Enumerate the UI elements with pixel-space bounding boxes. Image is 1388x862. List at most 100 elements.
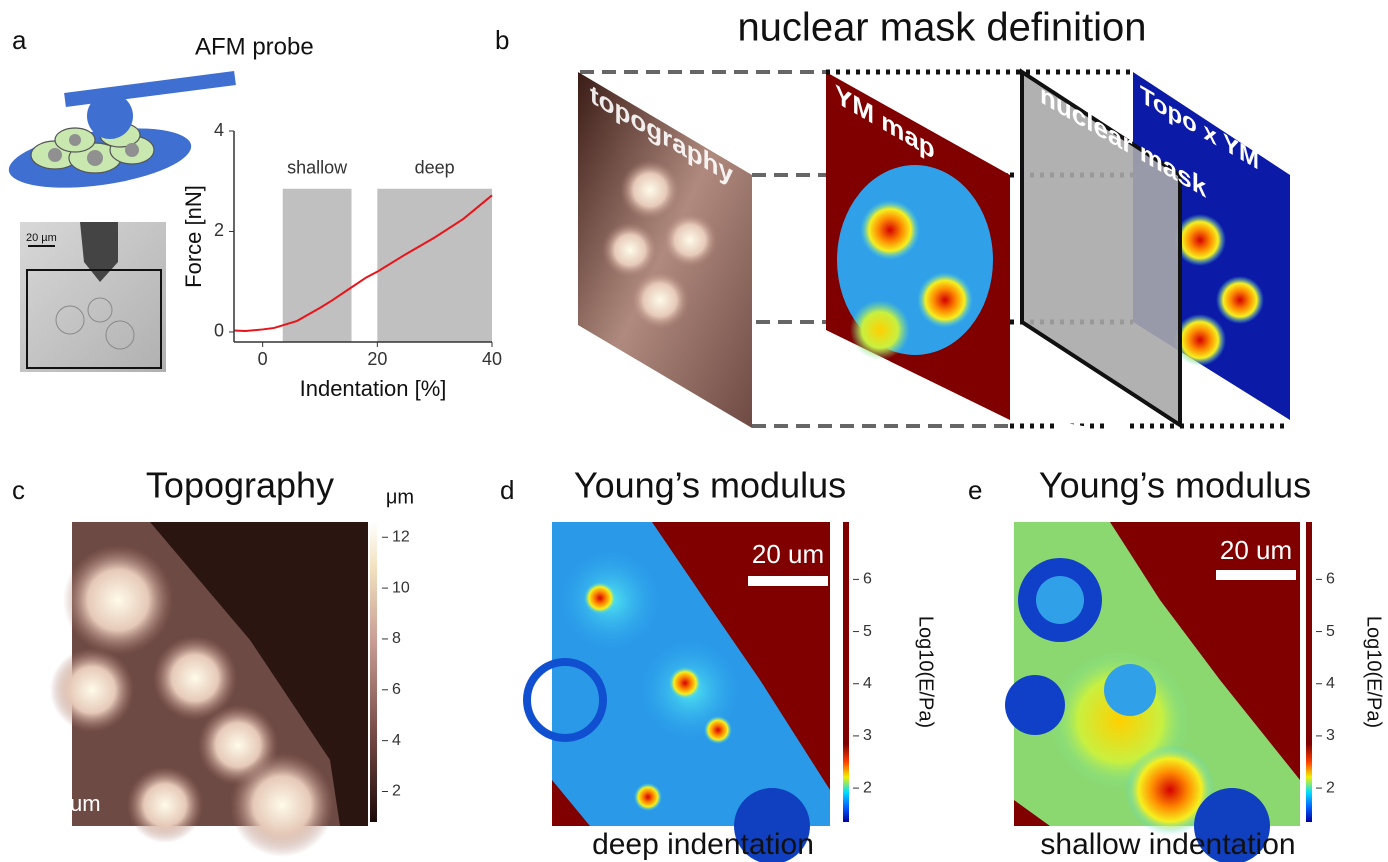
blob [602,222,658,278]
colorbar-tick-label: 8 [392,630,401,647]
spot [850,300,910,360]
mask-rect [1060,421,1090,450]
layer-spots [1174,214,1264,366]
colorbar-unit: μm [386,486,414,508]
y-tick-label: 4 [214,120,224,140]
x-tick-label: 0 [258,349,268,369]
x-axis-label: Indentation [%] [300,376,447,401]
panel-label: b [495,25,509,55]
blob [630,270,690,330]
colorbar-tick-label: 3 [1326,727,1335,744]
blob [662,212,718,268]
spot [584,582,616,614]
colorbar-label: Log10(E/Pa) [1363,616,1385,728]
modulus-spots [523,550,810,862]
spot [1174,214,1226,266]
y-tick-label: 0 [214,321,224,341]
panel-title: Young’s modulus [1039,465,1311,506]
ring [1194,788,1270,862]
scale-bar-label: 20 um [752,539,824,569]
mask-rect [1045,484,1061,504]
panel-label: e [968,475,982,505]
topography-blobs [50,545,334,857]
corner-text: um [70,791,101,816]
colorbar-tick-label: 5 [1326,623,1335,640]
blob [63,545,173,655]
colorbar-tick-label: 6 [392,681,401,698]
panel-title: Young’s modulus [574,465,846,506]
indentation-band [282,188,352,342]
texture [55,305,85,335]
modulus-spots [1005,558,1270,862]
mask-nuclei [1045,379,1127,539]
blob [153,636,237,720]
colorbar-tick-label: 12 [392,528,410,545]
spot [704,716,732,744]
colorbar [1306,522,1312,822]
ring [523,658,607,742]
ring [1005,675,1065,735]
colorbar-tick-label: 4 [1326,675,1335,692]
spot [669,667,701,699]
mask-rect [1105,419,1127,450]
panel-label: a [12,25,27,55]
spot [1125,745,1215,835]
nucleus [87,150,103,166]
colorbar-tick-label: 2 [863,779,872,796]
scale-bar-label: 20 um [1220,535,1292,565]
ring [1036,576,1084,624]
blob [230,753,334,857]
colorbar-tick-label: 4 [392,732,401,749]
caption: deep indentation [592,828,814,861]
scan-area [26,269,162,369]
layer-spots [850,200,973,360]
panel-label: c [12,475,25,505]
nuclei [48,134,139,166]
indentation-band [377,188,492,342]
colorbar-tick-label: 2 [1326,779,1335,796]
panel-title: nuclear mask definition [737,6,1146,50]
caption: shallow indentation [1040,828,1295,861]
mask-rect [1075,379,1095,414]
probe-label: AFM probe [195,33,314,60]
colorbar [843,522,849,822]
band-label: deep [415,158,455,178]
band-label: shallow [287,158,348,178]
spot [860,200,920,260]
colorbar-tick-label: 6 [1326,571,1335,588]
mask-layer [1020,68,1182,429]
colorbar-label: Log10(E/Pa) [915,616,937,728]
nucleus [69,134,81,146]
panel-title: Topography [146,465,334,506]
nucleus [125,143,139,157]
nucleus [48,148,62,162]
spot [634,783,662,811]
x-tick-label: 20 [367,349,387,369]
scale-bar [1216,570,1296,580]
y-axis-label: Force [nN] [181,185,206,288]
colorbar-tick-label: 2 [392,783,401,800]
colorbar-tick-label: 3 [863,727,872,744]
cantilever-image [80,222,118,282]
spot [1216,276,1264,324]
ring [1104,664,1156,716]
scale-bar-label: 20 µm [26,232,57,244]
colorbar-tick-label: 10 [392,579,410,596]
layer-blobs [602,160,718,330]
scale-bar [748,576,828,586]
texture [87,297,113,323]
y-tick-label: 2 [214,220,224,240]
ring [734,788,810,862]
force-curve [233,194,493,332]
colorbar-tick-label: 5 [863,623,872,640]
blob [127,767,203,843]
colorbar-tick-label: 4 [863,675,872,692]
colorbar-tick-label: 6 [863,571,872,588]
texture [105,320,135,350]
spot [917,272,973,328]
probe-bead [87,93,133,139]
spot [1174,314,1226,366]
panel-label: d [500,475,514,505]
